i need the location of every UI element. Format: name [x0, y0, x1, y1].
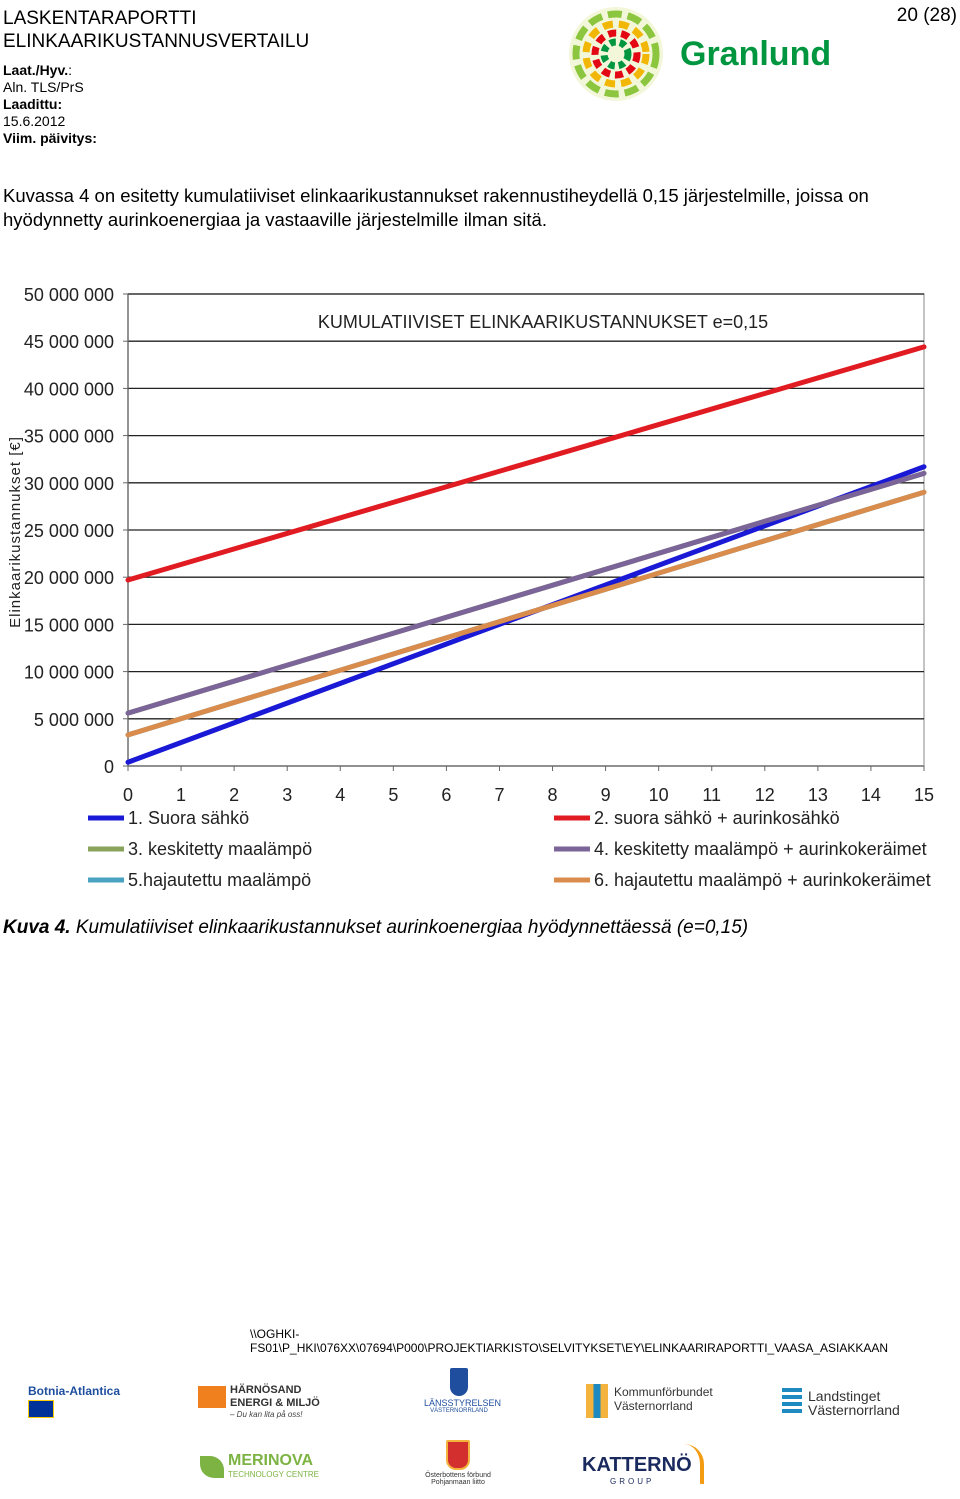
katterno-flame-icon	[682, 1444, 704, 1484]
x-tick-label: 8	[548, 785, 558, 805]
legend-label: 2. suora sähkö + aurinkosähkö	[594, 808, 840, 828]
x-tick-label: 9	[601, 785, 611, 805]
x-tick-label: 13	[808, 785, 828, 805]
y-tick-label: 0	[104, 757, 114, 777]
y-tick-label: 5 000 000	[34, 710, 114, 730]
y-tick-label: 50 000 000	[24, 285, 114, 305]
laadittu-label: Laadittu:	[3, 96, 63, 112]
x-tick-label: 15	[914, 785, 934, 805]
y-tick-label: 45 000 000	[24, 332, 114, 352]
osterbotten-line1: Österbottens förbund	[425, 1472, 491, 1479]
laat-label: Laat./Hyv.	[3, 62, 69, 78]
report-title: LASKENTARAPORTTI ELINKAARIKUSTANNUSVERTA…	[3, 7, 309, 53]
series-line-4	[125, 470, 927, 716]
legend-label: 5.hajautettu maalämpö	[128, 870, 311, 890]
y-tick-label: 35 000 000	[24, 427, 114, 447]
katterno-line2: GROUP	[610, 1477, 655, 1486]
y-tick-label: 40 000 000	[24, 379, 114, 399]
report-meta: Laat./Hyv.: Aln. TLS/PrS Laadittu: 15.6.…	[3, 62, 97, 147]
botnia-atlantica-logo: Botnia-Atlantica	[28, 1384, 132, 1426]
x-tick-label: 0	[123, 785, 133, 805]
osterbotten-shield-icon	[446, 1440, 470, 1470]
lansstyrelsen-line2: VÄSTERNORRLAND	[430, 1408, 488, 1414]
harnosand-line3: – Du kan lita på oss!	[230, 1410, 303, 1419]
legend-label: 1. Suora sähkö	[128, 808, 249, 828]
lansstyrelsen-line1: LÄNSSTYRELSEN	[424, 1398, 502, 1408]
landstinget-line1: Landstinget	[808, 1388, 881, 1404]
katterno-line1: KATTERNÖ	[582, 1454, 692, 1476]
x-tick-label: 4	[335, 785, 345, 805]
y-tick-label: 30 000 000	[24, 474, 114, 494]
harnosand-icon	[198, 1386, 226, 1408]
landstinget-logo: Landstinget Västernorrland	[782, 1388, 912, 1418]
caption-label: Kuva 4.	[3, 917, 71, 938]
kommunforbundet-logo: Kommunförbundet Västernorrland	[586, 1384, 726, 1418]
granlund-logo: Granlund	[569, 7, 831, 101]
cumulative-cost-chart: 0 5 000 000 10 000 000 15 000 000 20 000 000…	[7, 285, 934, 890]
chart-title: KUMULATIIVISET ELINKAARIKUSTANNUKSET e=0…	[318, 312, 768, 332]
page-number: 20 (28)	[896, 5, 957, 26]
x-tick-label: 1	[176, 785, 186, 805]
osterbottens-forbund-logo: Österbottens förbund Pohjanmaan liitto	[425, 1440, 491, 1492]
x-tick-label: 6	[441, 785, 451, 805]
date-value: 15.6.2012	[3, 113, 66, 129]
figure-caption: Kuva 4. Kumulatiiviset elinkaarikustannu…	[3, 917, 748, 939]
harnosand-line2: ENERGI & MILJÖ	[230, 1397, 320, 1409]
x-tick-label: 11	[702, 785, 721, 805]
y-axis-label: Elinkaarikustannukset [€]	[7, 436, 24, 628]
legend-label: 3. keskitetty maalämpö	[128, 839, 312, 859]
kommun-line2: Västernorrland	[614, 1399, 693, 1413]
crown-shield-icon	[450, 1368, 468, 1396]
y-tick-label: 20 000 000	[24, 568, 114, 588]
y-tick-label: 10 000 000	[24, 663, 114, 683]
legend-label: 4. keskitetty maalämpö + aurinkokeräimet	[594, 839, 927, 859]
kommun-bars-icon	[586, 1384, 608, 1418]
landstinget-wave-icon	[782, 1388, 802, 1416]
x-tick-label: 10	[649, 785, 669, 805]
katterno-logo: KATTERNÖ GROUP	[582, 1444, 708, 1488]
harnosand-logo: HÄRNÖSAND ENERGI & MILJÖ – Du kan lita p…	[198, 1384, 328, 1424]
x-tick-label: 2	[229, 785, 239, 805]
aln-value: Aln. TLS/PrS	[3, 79, 84, 95]
x-tick-label: 7	[494, 785, 504, 805]
kommun-line1: Kommunförbundet	[614, 1385, 713, 1399]
file-path-line1: \\OGHKI-	[250, 1327, 300, 1341]
x-tick-label: 5	[388, 785, 398, 805]
merinova-line1: MERINOVA	[228, 1452, 314, 1469]
viim-label: Viim. päivitys:	[3, 130, 97, 146]
y-tick-label: 25 000 000	[24, 521, 114, 541]
caption-text: Kumulatiiviset elinkaarikustannukset aur…	[70, 917, 749, 938]
botnia-logo-text: Botnia-Atlantica	[28, 1384, 121, 1398]
legend-label: 6. hajautettu maalämpö + aurinkokeräimet	[594, 870, 931, 890]
file-path-line2: FS01\P_HKI\076XX\07694\P000\PROJEKTIARKI…	[250, 1341, 889, 1355]
report-title-line1: LASKENTARAPORTTI	[3, 8, 197, 29]
y-tick-label: 15 000 000	[24, 615, 114, 635]
merinova-logo: MERINOVA TECHNOLOGY CENTRE	[200, 1452, 320, 1482]
series-line-2	[125, 344, 927, 583]
file-path: \\OGHKI- FS01\P_HKI\076XX\07694\P000\PRO…	[250, 1327, 888, 1355]
merinova-line2: TECHNOLOGY CENTRE	[228, 1470, 319, 1479]
report-title-line2: ELINKAARIKUSTANNUSVERTAILU	[3, 31, 310, 52]
x-tick-label: 14	[861, 785, 881, 805]
laat-sep: :	[68, 62, 72, 78]
osterbotten-line2: Pohjanmaan liitto	[431, 1479, 485, 1486]
landstinget-line2: Västernorrland	[808, 1402, 900, 1418]
lansstyrelsen-logo: LÄNSSTYRELSEN VÄSTERNORRLAND	[424, 1368, 502, 1418]
eu-flag-icon	[28, 1400, 54, 1418]
merinova-leaf-icon	[200, 1456, 224, 1478]
x-tick-label: 12	[755, 785, 775, 805]
x-tick-label: 3	[282, 785, 292, 805]
granlund-logo-text: Granlund	[680, 35, 831, 73]
series-line-6	[125, 489, 927, 738]
intro-paragraph: Kuvassa 4 on esitetty kumulatiiviset eli…	[3, 185, 869, 230]
harnosand-line1: HÄRNÖSAND	[230, 1384, 302, 1396]
